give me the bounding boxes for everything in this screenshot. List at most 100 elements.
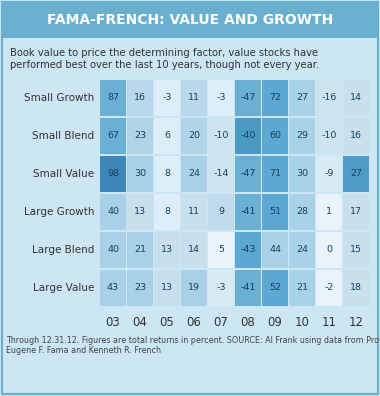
- Bar: [181, 156, 207, 192]
- Bar: [181, 270, 207, 306]
- Bar: [181, 118, 207, 154]
- Text: -14: -14: [213, 169, 229, 179]
- Bar: [235, 194, 261, 230]
- Text: -3: -3: [216, 284, 226, 293]
- Text: 14: 14: [188, 246, 200, 255]
- Text: 11: 11: [188, 208, 200, 217]
- Text: 09: 09: [268, 316, 282, 329]
- Bar: [343, 232, 369, 268]
- Text: 40: 40: [107, 246, 119, 255]
- Text: 24: 24: [296, 246, 308, 255]
- Text: 1: 1: [326, 208, 332, 217]
- Bar: [289, 194, 315, 230]
- Bar: [100, 80, 126, 116]
- Text: 13: 13: [161, 246, 173, 255]
- Text: 18: 18: [350, 284, 362, 293]
- Text: 30: 30: [296, 169, 308, 179]
- Text: 13: 13: [161, 284, 173, 293]
- Bar: [208, 194, 234, 230]
- Bar: [316, 232, 342, 268]
- Bar: [181, 232, 207, 268]
- Bar: [316, 194, 342, 230]
- Text: 5: 5: [218, 246, 224, 255]
- Bar: [316, 80, 342, 116]
- Text: 21: 21: [296, 284, 308, 293]
- Bar: [262, 194, 288, 230]
- Bar: [154, 270, 180, 306]
- Bar: [316, 270, 342, 306]
- Text: 52: 52: [269, 284, 281, 293]
- Bar: [289, 232, 315, 268]
- Text: 16: 16: [134, 93, 146, 103]
- Bar: [100, 270, 126, 306]
- Bar: [208, 80, 234, 116]
- Bar: [127, 156, 153, 192]
- Bar: [208, 156, 234, 192]
- Bar: [316, 156, 342, 192]
- Bar: [127, 194, 153, 230]
- Bar: [343, 80, 369, 116]
- Text: 9: 9: [218, 208, 224, 217]
- Bar: [2, 2, 378, 38]
- Bar: [235, 232, 261, 268]
- Text: 10: 10: [294, 316, 309, 329]
- Text: 20: 20: [188, 131, 200, 141]
- Bar: [127, 118, 153, 154]
- Bar: [289, 118, 315, 154]
- Bar: [262, 270, 288, 306]
- Text: 14: 14: [350, 93, 362, 103]
- Bar: [127, 270, 153, 306]
- Text: 07: 07: [214, 316, 228, 329]
- Text: Book value to price the determining factor, value stocks have: Book value to price the determining fact…: [10, 48, 318, 58]
- Bar: [289, 80, 315, 116]
- Text: -2: -2: [324, 284, 334, 293]
- Text: Small Value: Small Value: [33, 169, 94, 179]
- Text: 27: 27: [296, 93, 308, 103]
- Bar: [181, 80, 207, 116]
- Text: 24: 24: [188, 169, 200, 179]
- Bar: [154, 118, 180, 154]
- Bar: [127, 232, 153, 268]
- Text: 11: 11: [321, 316, 337, 329]
- Bar: [262, 156, 288, 192]
- Text: -47: -47: [240, 169, 256, 179]
- Bar: [100, 118, 126, 154]
- Text: Large Value: Large Value: [33, 283, 94, 293]
- Text: 05: 05: [160, 316, 174, 329]
- Text: 51: 51: [269, 208, 281, 217]
- Text: -43: -43: [240, 246, 256, 255]
- Text: 60: 60: [269, 131, 281, 141]
- Text: -3: -3: [216, 93, 226, 103]
- Bar: [262, 232, 288, 268]
- Text: 06: 06: [187, 316, 201, 329]
- Bar: [289, 270, 315, 306]
- Text: -9: -9: [324, 169, 334, 179]
- Text: -10: -10: [321, 131, 337, 141]
- Bar: [343, 194, 369, 230]
- Bar: [208, 232, 234, 268]
- Text: -47: -47: [240, 93, 256, 103]
- Bar: [154, 80, 180, 116]
- Text: -16: -16: [321, 93, 337, 103]
- Text: Large Growth: Large Growth: [24, 207, 94, 217]
- Text: -41: -41: [240, 208, 256, 217]
- Text: 43: 43: [107, 284, 119, 293]
- Text: 0: 0: [326, 246, 332, 255]
- Text: 8: 8: [164, 208, 170, 217]
- Text: 28: 28: [296, 208, 308, 217]
- Bar: [235, 80, 261, 116]
- Text: 13: 13: [134, 208, 146, 217]
- Text: 03: 03: [106, 316, 120, 329]
- Text: 16: 16: [350, 131, 362, 141]
- Text: 71: 71: [269, 169, 281, 179]
- Text: 23: 23: [134, 131, 146, 141]
- Text: -41: -41: [240, 284, 256, 293]
- Text: -40: -40: [240, 131, 256, 141]
- Text: 12: 12: [348, 316, 364, 329]
- Text: 98: 98: [107, 169, 119, 179]
- Bar: [154, 156, 180, 192]
- Text: Large Blend: Large Blend: [32, 245, 94, 255]
- Text: 17: 17: [350, 208, 362, 217]
- Bar: [100, 232, 126, 268]
- Text: -10: -10: [213, 131, 229, 141]
